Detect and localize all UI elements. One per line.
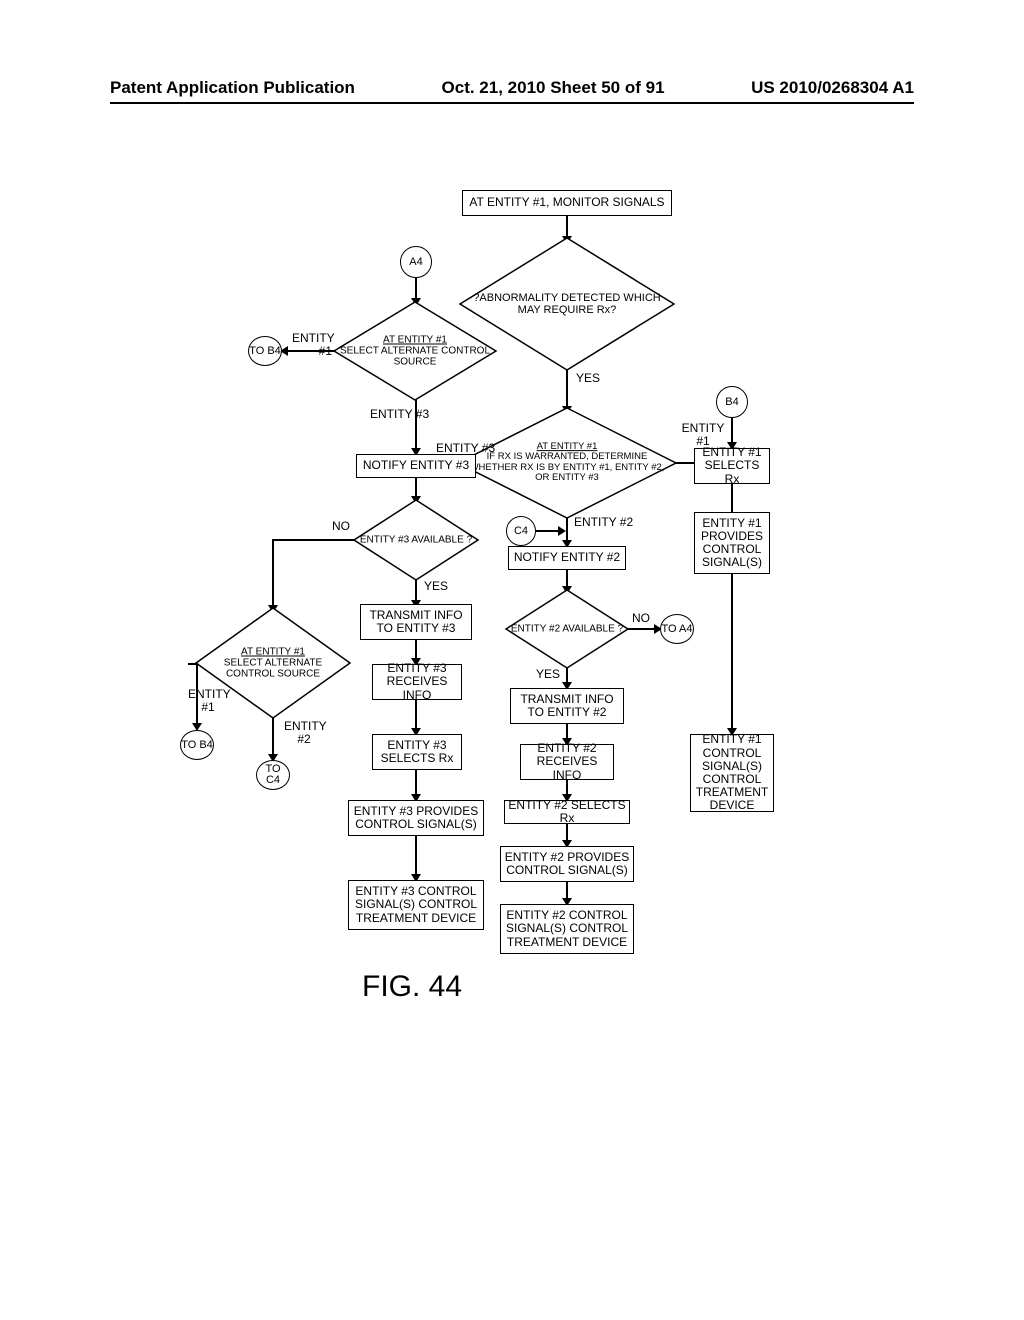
node-receive2: ENTITY #2 RECEIVES INFO (520, 744, 614, 780)
header-right: US 2010/0268304 A1 (751, 78, 914, 98)
connector-to-b4-left: TO B4 (180, 730, 214, 760)
node-control3: ENTITY #3 CONTROL SIGNAL(S) CONTROL TREA… (348, 880, 484, 930)
label-yes-1: YES (576, 372, 600, 385)
page-header: Patent Application Publication Oct. 21, … (0, 78, 1024, 98)
node-monitor: AT ENTITY #1, MONITOR SIGNALS (462, 190, 672, 216)
node-e3-avail: ENTITY #3 AVAILABLE ? (354, 500, 478, 580)
node-select-alt-top: AT ENTITY #1SELECT ALTERNATE CONTROL SOU… (334, 302, 496, 400)
connector-c4: C4 (506, 516, 536, 546)
label-no-right: NO (632, 612, 650, 625)
label-entity3-top: ENTITY #3 (370, 408, 429, 421)
label-entity2-left: ENTITY #2 (284, 720, 324, 746)
label-yes-right: YES (536, 668, 560, 681)
node-e1-provides: ENTITY #1 PROVIDES CONTROL SIGNAL(S) (694, 512, 770, 574)
node-transmit3: TRANSMIT INFO TO ENTITY #3 (360, 604, 472, 640)
connector-a4: A4 (400, 246, 432, 278)
node-control2: ENTITY #2 CONTROL SIGNAL(S) CONTROL TREA… (500, 904, 634, 954)
label-entity2-mid: ENTITY #2 (574, 516, 633, 529)
figure-caption: FIG. 44 (362, 970, 462, 1004)
label-no-left: NO (332, 520, 350, 533)
connector-to-c4: TO C4 (256, 760, 290, 790)
node-determine: AT ENTITY #1IF RX IS WARRANTED, DETERMIN… (458, 408, 676, 518)
node-notify3: NOTIFY ENTITY #3 (356, 454, 476, 478)
header-rule (110, 102, 914, 104)
connector-to-b4-top: TO B4 (248, 336, 282, 366)
label-yes-left: YES (424, 580, 448, 593)
node-provide3: ENTITY #3 PROVIDES CONTROL SIGNAL(S) (348, 800, 484, 836)
node-provide2: ENTITY #2 PROVIDES CONTROL SIGNAL(S) (500, 846, 634, 882)
connector-b4: B4 (716, 386, 748, 418)
node-e2-avail: ENTITY #2 AVAILABLE ? (506, 590, 628, 668)
node-e1-selects: ENTITY #1 SELECTS Rx (694, 448, 770, 484)
node-transmit2: TRANSMIT INFO TO ENTITY #2 (510, 688, 624, 724)
header-left: Patent Application Publication (110, 78, 355, 98)
node-receive3: ENTITY #3 RECEIVES INFO (372, 664, 462, 700)
connector-to-a4: TO A4 (660, 614, 694, 644)
node-notify2: NOTIFY ENTITY #2 (508, 546, 626, 570)
node-select2: ENTITY #2 SELECTS Rx (504, 800, 630, 824)
label-entity1-top: ENTITY #1 (292, 332, 332, 358)
header-center: Oct. 21, 2010 Sheet 50 of 91 (442, 78, 665, 98)
label-entity1-farleft: ENTITY #1 (188, 688, 228, 714)
flowchart-diagram: AT ENTITY #1, MONITOR SIGNALS ?ABNORMALI… (0, 190, 1024, 1150)
node-select3: ENTITY #3 SELECTS Rx (372, 734, 462, 770)
node-e1-controls: ENTITY #1 CONTROL SIGNAL(S) CONTROL TREA… (690, 734, 774, 812)
